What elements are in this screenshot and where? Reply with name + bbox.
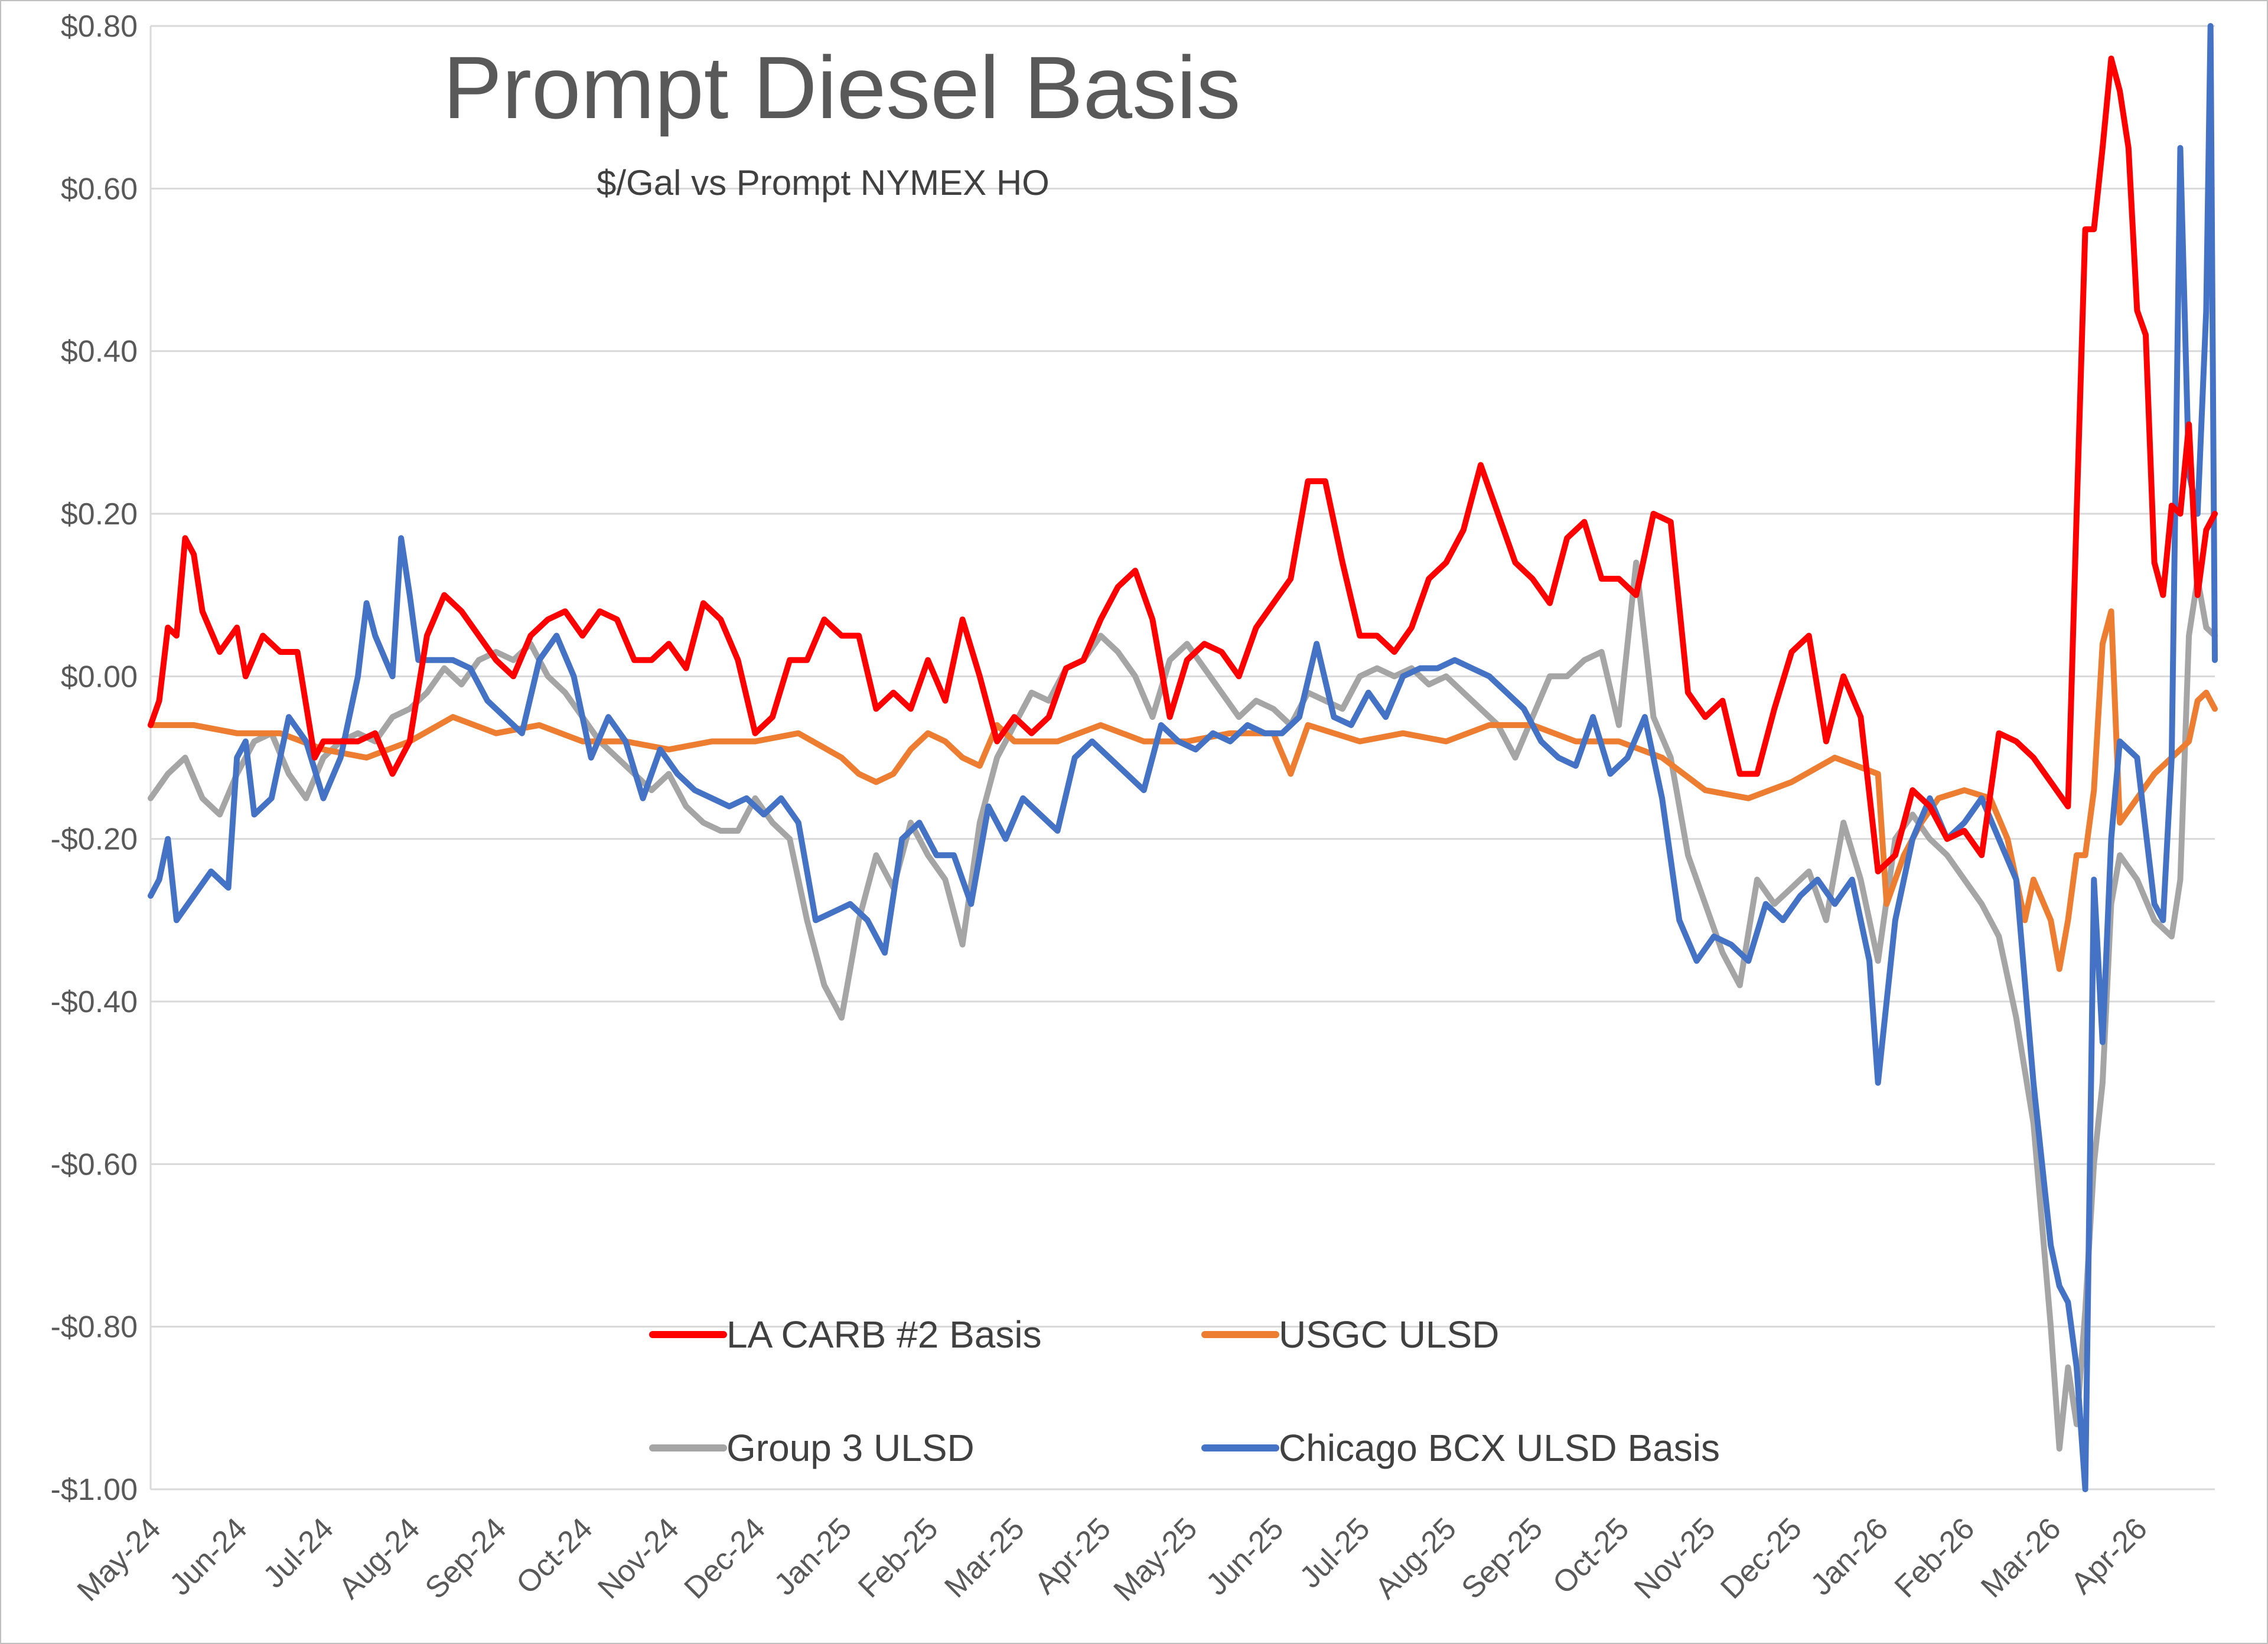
x-tick-label: Aug-24 [333,1511,427,1606]
legend: LA CARB #2 Basis USGC ULSD Group 3 ULSD Chi… [649,1313,1720,1469]
legend-label: LA CARB #2 Basis [726,1313,1042,1356]
x-tick-label: Jun-25 [1200,1511,1290,1601]
legend-label: Group 3 ULSD [726,1427,975,1469]
x-tick-label: Feb-26 [1888,1511,1982,1604]
chart-subtitle: $/Gal vs Prompt NYMEX HO [597,163,1050,203]
x-tick-label: Oct-24 [510,1511,599,1600]
y-tick-label: $0.80 [61,9,138,44]
y-tick-label: -$1.00 [51,1473,138,1507]
x-tick-label: Jul-25 [1293,1511,1377,1594]
y-tick-label: -$0.40 [51,985,138,1019]
y-tick-label: $0.20 [61,497,138,531]
series-line-2 [148,559,2218,1452]
chart-title: Prompt Diesel Basis [443,38,1240,137]
x-tick-label: Jan-26 [1804,1511,1895,1601]
legend-label: USGC ULSD [1279,1313,1499,1356]
y-tick-label: $0.60 [61,172,138,206]
x-tick-label: Dec-24 [678,1511,773,1606]
legend-label: Chicago BCX ULSD Basis [1279,1427,1720,1469]
y-tick-label: -$0.20 [51,823,138,857]
y-tick-label: -$0.80 [51,1310,138,1345]
series-line-3 [148,23,2218,1492]
x-tick-label: Apr-25 [1028,1511,1117,1600]
x-tick-label: May-24 [71,1511,168,1608]
x-tick-label: Mar-25 [938,1511,1031,1604]
x-tick-label: Feb-25 [852,1511,945,1604]
series-line-1 [148,608,2218,972]
gridlines [149,25,2215,1490]
y-tick-label: -$0.60 [51,1147,138,1182]
x-tick-label: Jul-24 [257,1511,340,1594]
y-tick-label: $0.40 [61,335,138,369]
x-tick-label: Mar-26 [1974,1511,2067,1604]
x-tick-label: Aug-25 [1368,1511,1463,1606]
x-tick-label: Sep-24 [419,1511,513,1606]
y-tick-label: $0.00 [61,660,138,694]
x-tick-label: May-25 [1107,1511,1204,1608]
series-line-0 [148,56,2218,875]
x-tick-label: Jun-24 [163,1511,253,1601]
x-tick-label: Sep-25 [1455,1511,1550,1606]
x-tick-label: Apr-26 [2064,1511,2153,1600]
data-series [148,23,2218,1492]
x-tick-label: Nov-25 [1628,1511,1722,1606]
x-tick-label: Jan-25 [768,1511,858,1601]
x-tick-label: Dec-25 [1714,1511,1808,1606]
y-axis-tick-labels: $0.80 $0.60 $0.40 $0.20 $0.00 -$0.20 -$0.40 -$0… [51,9,138,1507]
x-tick-label: Oct-25 [1546,1511,1635,1600]
x-tick-label: Nov-24 [591,1511,686,1606]
